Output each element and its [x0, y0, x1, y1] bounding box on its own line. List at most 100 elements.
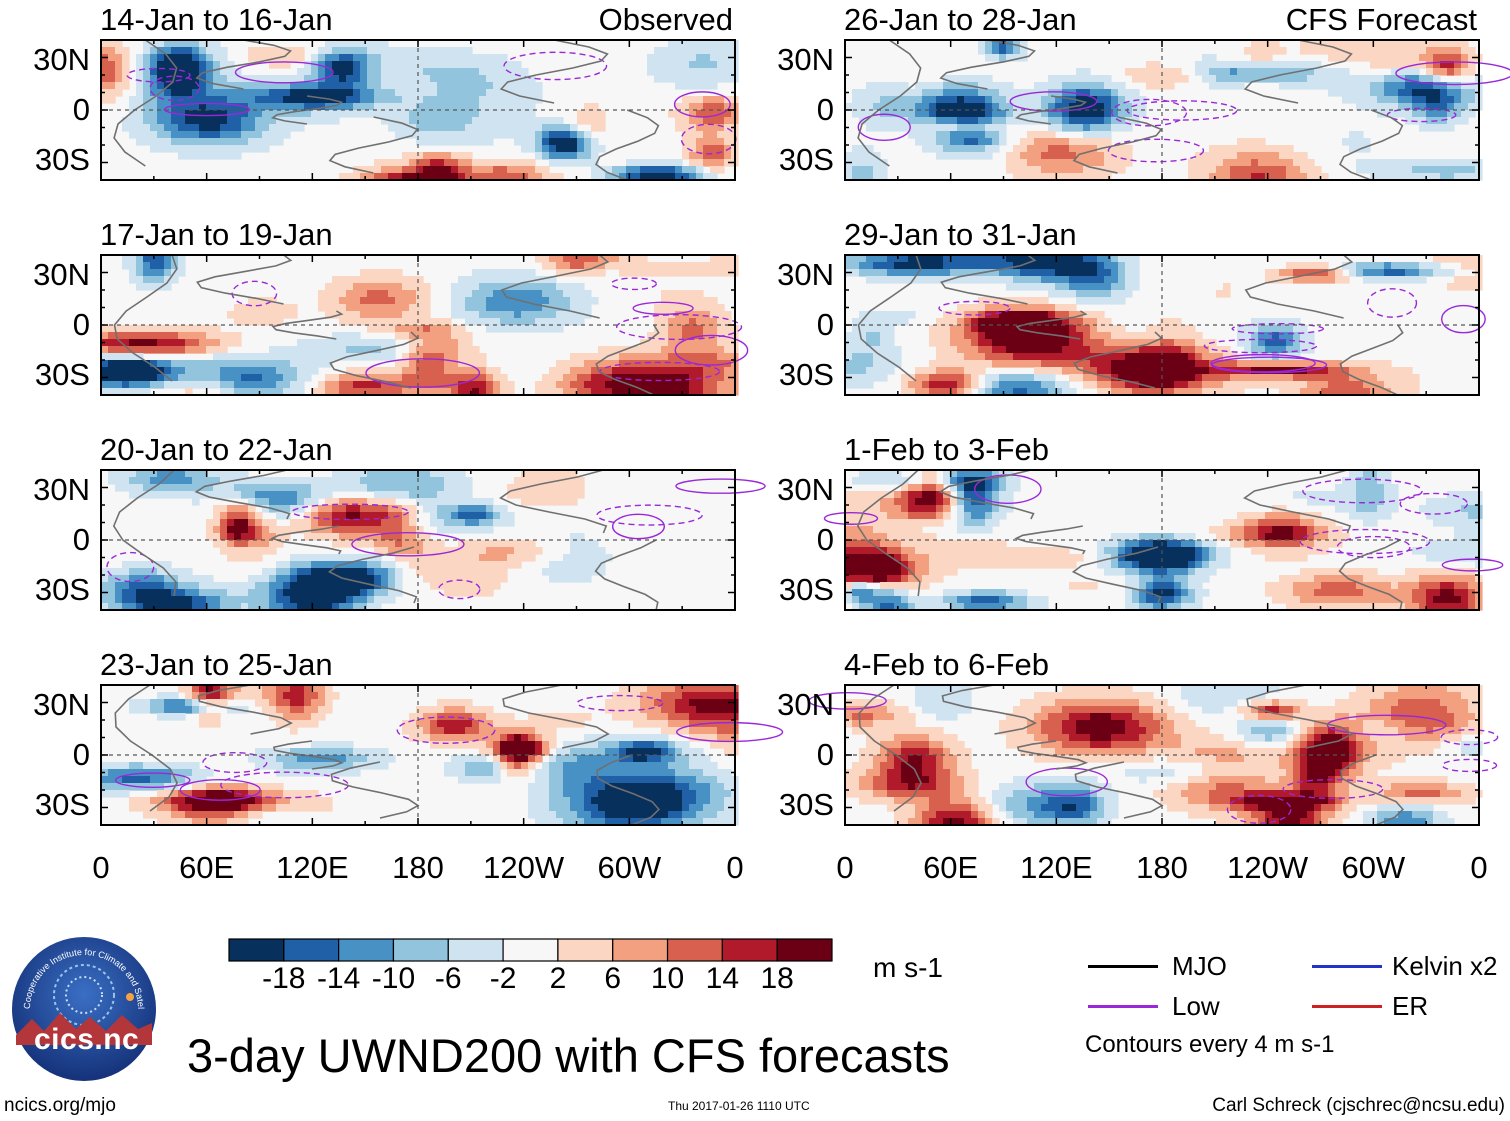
colorbar-swatch-11	[776, 938, 833, 962]
y-tick-label: 30N	[777, 471, 834, 507]
panel-date-6: 29-Jan to 31-Jan	[844, 217, 1077, 252]
panel-date-5: 26-Jan to 28-Jan	[844, 2, 1077, 37]
legend-label-er: ER	[1392, 991, 1429, 1021]
coastlines	[857, 39, 1404, 181]
colorbar-swatch-8	[612, 938, 669, 962]
x-tick-label: 0	[92, 850, 110, 885]
legend-line-kelvin	[1312, 965, 1382, 968]
colorbar-tick-label: 14	[705, 962, 740, 995]
panel-date-4: 23-Jan to 25-Jan	[100, 647, 333, 682]
main-title: 3-day UWND200 with CFS forecasts	[187, 1029, 950, 1082]
colorbar-tick-label: -6	[434, 962, 462, 995]
x-tick-label: 0	[836, 850, 854, 885]
x-tick-label: 60W	[1341, 850, 1406, 885]
y-tick-label: 30N	[33, 471, 90, 507]
y-tick-label: 30S	[778, 142, 834, 178]
legend-label-low: Low	[1172, 991, 1220, 1021]
panel-date-3: 20-Jan to 22-Jan	[100, 432, 333, 467]
map-panel-1	[100, 39, 739, 181]
x-tick-label: 60E	[179, 850, 235, 885]
y-tick-label: 0	[72, 737, 90, 772]
x-tick-label: 60E	[923, 850, 979, 885]
colorbar-tick-label: 10	[650, 962, 685, 995]
coastlines	[113, 39, 660, 181]
colorbar-swatch-7	[557, 938, 614, 962]
y-tick-label: 0	[816, 92, 834, 127]
footer-author[interactable]: Carl Schreck (cjschrec@ncsu.edu)	[1212, 1095, 1505, 1116]
colorbar-tick-label: 6	[604, 962, 622, 995]
map-panel-8	[808, 684, 1499, 826]
x-tick-label: 120E	[1020, 850, 1093, 885]
wind-field	[101, 40, 739, 181]
map-panel-5	[844, 39, 1510, 181]
wind-field	[101, 255, 739, 396]
low-contours	[114, 694, 784, 801]
footer-timestamp: Thu 2017-01-26 1110 UTC	[668, 1099, 810, 1113]
colorbar-tick-label: -2	[489, 962, 517, 995]
y-tick-label: 0	[72, 307, 90, 342]
legend-label-kelvin: Kelvin x2	[1392, 951, 1498, 981]
map-panel-7	[823, 469, 1504, 611]
low-contours	[106, 478, 766, 600]
y-tick-label: 30N	[33, 256, 90, 292]
colorbar-swatch-3	[338, 938, 395, 962]
colorbar-swatch-9	[666, 938, 723, 962]
colorbar-swatch-10	[721, 938, 778, 962]
map-panel-3	[100, 469, 766, 611]
logo-text: cics.nc	[34, 1023, 140, 1056]
y-tick-label: 30S	[34, 572, 90, 608]
colorbar-tick-label: -18	[262, 962, 306, 995]
colorbar-tick-label: -10	[371, 962, 416, 995]
legend-line-er	[1312, 1005, 1382, 1008]
y-tick-label: 30S	[778, 572, 834, 608]
y-tick-label: 30N	[33, 41, 90, 77]
y-tick-label: 30S	[778, 787, 834, 823]
y-tick-label: 30N	[777, 41, 834, 77]
x-tick-label: 60W	[597, 850, 662, 885]
low-contours	[126, 51, 737, 155]
x-tick-label: 120W	[1227, 850, 1309, 885]
low-contours	[808, 692, 1499, 824]
x-tick-label: 120E	[276, 850, 349, 885]
y-tick-label: 30S	[778, 357, 834, 393]
low-contours	[823, 474, 1504, 572]
map-panel-4	[100, 684, 784, 826]
colorbar-swatch-5	[447, 938, 504, 962]
colorbar-units: m s-1	[873, 952, 943, 983]
legend-line-low	[1088, 1005, 1158, 1008]
map-panel-6	[844, 254, 1486, 396]
y-tick-label: 30N	[777, 686, 834, 722]
x-tick-label: 180	[392, 850, 444, 885]
footer-url[interactable]: ncics.org/mjo	[4, 1095, 116, 1116]
y-tick-label: 0	[816, 737, 834, 772]
x-tick-label: 120W	[483, 850, 565, 885]
colorbar	[228, 938, 833, 962]
y-tick-label: 0	[816, 307, 834, 342]
y-tick-label: 30N	[33, 686, 90, 722]
colorbar-swatch-4	[392, 938, 449, 962]
coastlines	[858, 684, 1405, 826]
coastlines	[113, 254, 660, 396]
wind-field	[845, 685, 1483, 826]
y-tick-label: 0	[72, 92, 90, 127]
colorbar-swatch-1	[228, 938, 285, 962]
colorbar-tick-label: 18	[760, 962, 794, 995]
coastlines	[114, 684, 661, 826]
y-tick-label: 30S	[34, 787, 90, 823]
column-title-2: CFS Forecast	[1285, 2, 1477, 37]
panel-date-2: 17-Jan to 19-Jan	[100, 217, 333, 252]
x-tick-label: 180	[1136, 850, 1188, 885]
wind-field	[845, 255, 1483, 396]
colorbar-tick-label: -14	[316, 962, 361, 995]
cics-logo: Cooperative Institute for Climate and Sa…	[10, 935, 156, 1081]
panel-date-1: 14-Jan to 16-Jan	[100, 2, 333, 37]
low-contours	[857, 61, 1510, 163]
y-tick-label: 30S	[34, 357, 90, 393]
colorbar-swatch-6	[502, 938, 559, 962]
panel-date-7: 1-Feb to 3-Feb	[844, 432, 1050, 467]
colorbar-tick-label: 2	[549, 962, 567, 995]
colorbar-swatch-2	[283, 938, 340, 962]
y-tick-label: 0	[72, 522, 90, 557]
x-tick-label: 0	[726, 850, 744, 885]
